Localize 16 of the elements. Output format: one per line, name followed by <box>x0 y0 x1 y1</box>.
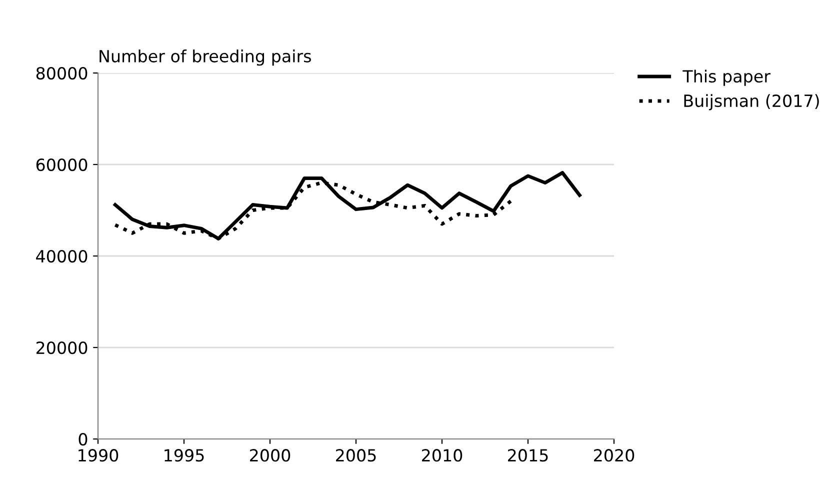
x-tick-label: 1995 <box>164 449 204 462</box>
x-tick-label: 2020 <box>594 449 634 462</box>
legend-label: Buijsman (2017) <box>684 94 819 110</box>
legend-label: This paper <box>682 70 770 86</box>
y-tick-label: 40000 <box>36 250 88 263</box>
y-tick-label: 60000 <box>36 158 88 172</box>
y-axis-title: Number of breeding pairs <box>100 50 311 66</box>
x-tick-label: 1990 <box>78 449 118 462</box>
y-tick-label: 80000 <box>36 66 88 80</box>
line-series <box>113 171 582 240</box>
y-tick-label: 20000 <box>36 341 88 354</box>
x-tick-label: 2010 <box>422 449 462 462</box>
x-tick-label: 2015 <box>508 449 548 462</box>
x-tick-label: 2000 <box>250 449 290 462</box>
x-tick-label: 2005 <box>336 449 376 462</box>
y-tick-label: 0 <box>78 432 88 446</box>
